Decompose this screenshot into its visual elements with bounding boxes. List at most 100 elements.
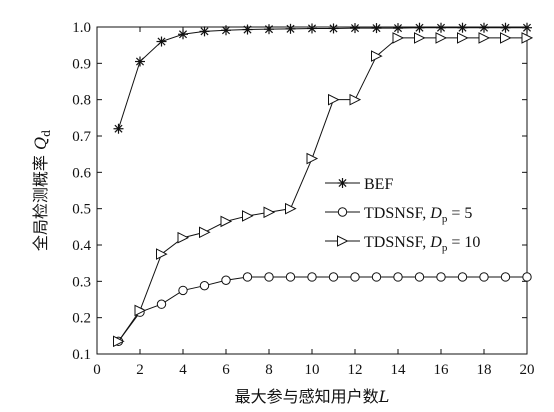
data-point [521,32,534,44]
series-layer [113,22,534,348]
data-point [393,272,403,282]
x-tick-label: 4 [179,362,187,378]
data-point [156,248,168,260]
data-point [307,23,317,34]
x-tick-label: 20 [520,362,535,378]
x-tick-label: 18 [477,362,492,378]
y-tick-label: 0.6 [72,165,91,181]
data-point [436,22,446,33]
x-tick-label: 2 [136,362,144,378]
x-axis-label: 最大参与感知用户数L [235,387,390,406]
y-tick-label: 1.0 [72,20,91,36]
data-point [522,22,532,33]
data-point [264,24,274,35]
data-point [478,32,491,44]
data-point [371,50,383,62]
data-point [221,25,231,36]
data-point [263,206,276,219]
x-tick-label: 8 [265,362,273,378]
series-line [118,27,527,129]
data-point [457,272,468,282]
data-point [285,23,296,34]
x-tick-label: 12 [348,362,363,378]
data-point [306,152,319,165]
series-1 [113,22,532,134]
data-point [435,32,448,44]
data-point [479,22,489,33]
y-tick-label: 0.7 [72,129,91,145]
data-point [500,22,511,33]
data-point [500,32,512,44]
data-point [264,272,274,282]
x-tick-label: 10 [305,362,320,378]
y-axis-label: 全局检测概率 Qd [31,130,53,251]
legend-label: TDSNSF, Dp = 10 [364,234,480,254]
y-tick-label: 0.4 [72,238,91,254]
legend-entry: TDSNSF, Dp = 10 [325,234,480,254]
data-point [500,272,511,282]
legend-marker [337,207,348,217]
data-point [177,231,190,244]
legend-label: TDSNSF, Dp = 5 [364,205,472,225]
data-point [414,22,425,33]
series-line [118,276,527,342]
legend-entry: BEF [325,176,393,193]
data-point [392,32,405,44]
data-point [199,26,210,37]
data-point [156,36,167,47]
y-axis-label-var: Q [31,137,50,150]
legend-entry: TDSNSF, Dp = 5 [325,205,472,225]
legend: BEF TDSNSF, Dp = 5 TDSNSF, Dp = 10 [325,176,480,254]
data-point [199,280,210,291]
data-point [242,210,254,222]
data-point [371,23,382,34]
data-point [328,23,339,34]
data-point [221,275,231,285]
data-point [350,23,360,34]
data-point [156,299,167,309]
data-point [307,272,317,282]
y-tick-label: 0.1 [72,347,91,363]
data-point [350,272,360,282]
data-point [457,22,468,33]
data-point [242,272,253,282]
x-tick-label: 14 [391,362,407,378]
data-point [135,56,145,67]
legend-marker [337,178,348,188]
x-tick-label: 6 [222,362,230,378]
data-point [134,304,147,317]
data-point [393,23,403,34]
data-point [328,272,339,282]
series-line [118,37,527,342]
data-point [178,29,188,40]
data-point [113,335,125,348]
data-point [285,272,296,282]
data-point [220,215,233,228]
y-tick-label: 0.9 [72,56,91,72]
x-tick-label: 16 [434,362,450,378]
x-tick-label: 0 [93,362,101,378]
ticks-layer: 0 2 4 6 8 10 12 14 16 18 20 0.1 0.2 0.3 0.4 0.5 0.6 0.7 0.… [72,20,534,378]
legend-marker [337,235,349,247]
data-point [414,32,426,44]
series-3 [113,32,534,348]
data-point [479,272,489,282]
data-point [349,93,362,106]
legend-label: BEF [364,176,393,193]
data-point [113,123,124,134]
data-point [371,272,382,282]
series-2 [113,272,532,346]
data-point [242,24,253,35]
y-tick-label: 0.8 [72,93,91,109]
y-tick-label: 0.3 [72,274,91,290]
data-point [285,202,297,215]
y-axis-label-sub: d [40,130,53,137]
y-tick-label: 0.5 [72,202,91,218]
data-point [414,272,425,282]
data-point [328,93,340,106]
y-axis-label-text: 全局检测概率 [31,150,50,251]
data-point [199,226,211,239]
data-point [522,272,532,282]
